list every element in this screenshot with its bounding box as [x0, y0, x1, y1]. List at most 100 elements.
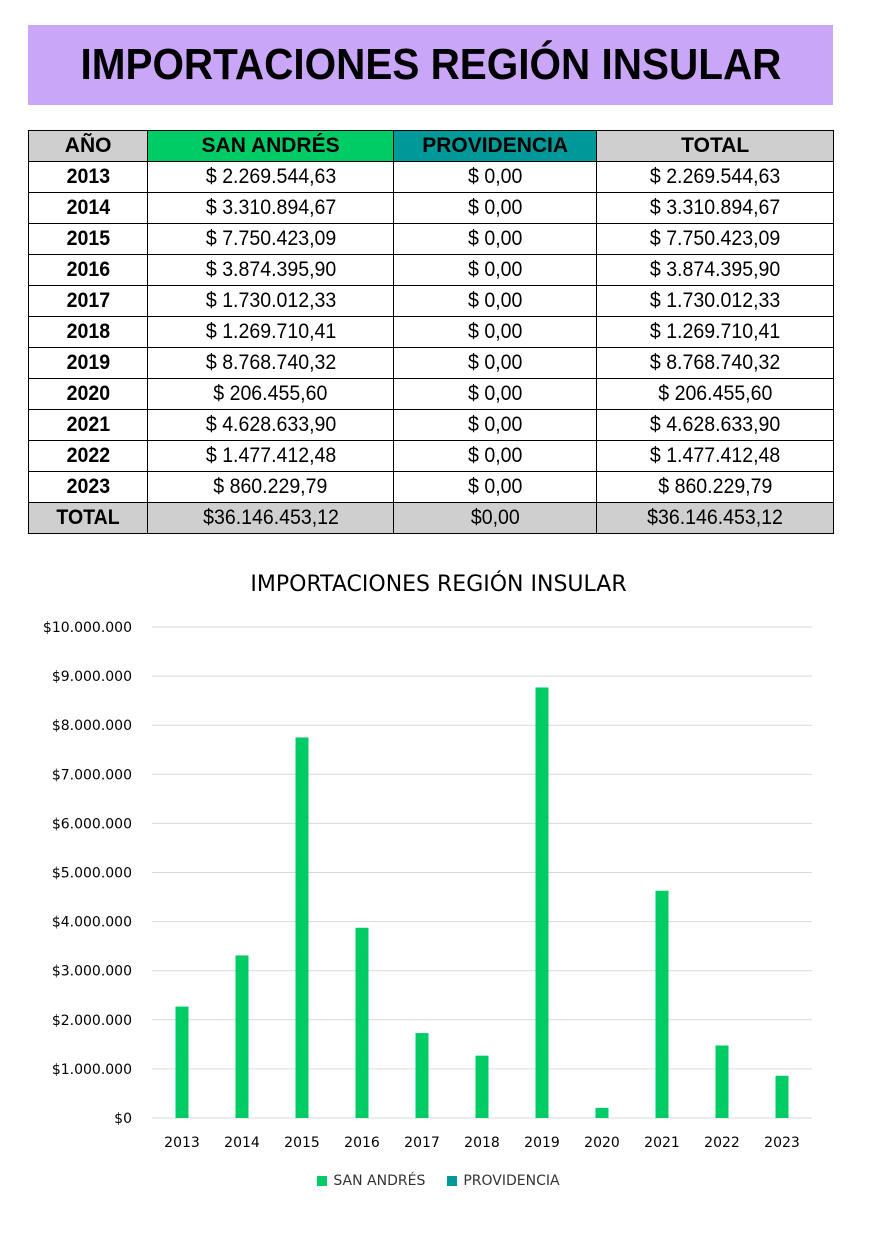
cell-providencia-td: $ 0,00 — [392, 347, 598, 379]
y-tick-label: $4.000.000 — [52, 915, 132, 931]
header-providencia: PROVIDENCIA — [392, 130, 598, 162]
cell-providencia: $ 0,00 — [467, 475, 523, 498]
cell-providencia: $ 0,00 — [467, 289, 523, 312]
cell-total-td: $ 7.750.423,09 — [596, 223, 834, 255]
y-tick-label: $9.000.000 — [52, 669, 132, 685]
cell-san-andres: $ 3.310.894,67 — [205, 196, 336, 219]
cell-providencia-td: $ 0,00 — [392, 285, 598, 317]
cell-year: 2019 — [66, 351, 110, 374]
cell-total-td: $ 860.229,79 — [596, 471, 834, 503]
y-tick-label: $1.000.000 — [52, 1062, 132, 1078]
cell-total-td: $ 4.628.633,90 — [596, 409, 834, 441]
cell-total: $ 206.455,60 — [658, 382, 773, 405]
cell-year-td: 2017 — [27, 285, 149, 317]
x-tick-label: 2015 — [284, 1135, 320, 1151]
cell-san-andres: $ 1.477.412,48 — [205, 444, 336, 467]
cell-san-andres-td: $ 4.628.633,90 — [147, 409, 394, 441]
cell-providencia-td: $ 0,00 — [392, 161, 598, 193]
cell-san-andres: $ 4.628.633,90 — [205, 413, 336, 436]
bar-san-andres-2023 — [775, 1075, 789, 1118]
bar-san-andres-2021 — [655, 890, 669, 1118]
x-tick-label: 2017 — [404, 1135, 440, 1151]
cell-total-td: $ 1.730.012,33 — [596, 285, 834, 317]
legend-item: SAN ANDRÉS — [317, 1173, 425, 1189]
cell-providencia-td: $ 0,00 — [392, 471, 598, 503]
cell-providencia: $ 0,00 — [467, 258, 523, 281]
cell-san-andres: $36.146.453,12 — [202, 506, 339, 529]
cell-san-andres-td: $ 8.768.740,32 — [147, 347, 394, 379]
cell-year: TOTAL — [56, 506, 120, 529]
imports-chart: IMPORTACIONES REGIÓN INSULAR $0 $1.000.00… — [0, 560, 877, 1210]
cell-san-andres: $ 2.269.544,63 — [205, 165, 336, 188]
x-tick-label: 2016 — [344, 1135, 380, 1151]
cell-total: $36.146.453,12 — [647, 506, 784, 529]
table-row: 2023 $ 860.229,79 $ 0,00 $ 860.229,79 — [27, 471, 834, 503]
y-tick-label: $10.000.000 — [43, 620, 132, 636]
cell-san-andres-td: $ 3.874.395,90 — [147, 254, 394, 286]
cell-year: 2023 — [66, 475, 110, 498]
cell-total-td: $ 3.874.395,90 — [596, 254, 834, 286]
cell-san-andres-td: $ 206.455,60 — [147, 378, 394, 410]
cell-san-andres: $ 8.768.740,32 — [205, 351, 336, 374]
table-row: 2018 $ 1.269.710,41 $ 0,00 $ 1.269.710,41 — [27, 316, 834, 348]
cell-total: $ 8.768.740,32 — [650, 351, 781, 374]
cell-year-td: 2021 — [27, 409, 149, 441]
cell-providencia-td: $ 0,00 — [392, 440, 598, 472]
banner-title: IMPORTACIONES REGIÓN INSULAR — [80, 40, 781, 89]
table-row: 2020 $ 206.455,60 $ 0,00 $ 206.455,60 — [27, 378, 834, 410]
cell-year: 2015 — [66, 227, 110, 250]
cell-providencia-td: $ 0,00 — [392, 316, 598, 348]
cell-san-andres-td: $ 7.750.423,09 — [147, 223, 394, 255]
cell-san-andres: $ 1.730.012,33 — [205, 289, 336, 312]
x-tick-label: 2022 — [704, 1135, 740, 1151]
bar-san-andres-2020 — [595, 1107, 609, 1118]
x-tick-label: 2019 — [524, 1135, 560, 1151]
table-row: 2021 $ 4.628.633,90 $ 0,00 $ 4.628.633,90 — [27, 409, 834, 441]
cell-providencia: $ 0,00 — [467, 351, 523, 374]
chart-legend: SAN ANDRÉS PROVIDENCIA — [0, 1173, 877, 1189]
cell-year-td: 2016 — [27, 254, 149, 286]
legend-label: SAN ANDRÉS — [333, 1173, 426, 1189]
cell-providencia: $0,00 — [470, 506, 520, 529]
y-tick-label: $8.000.000 — [52, 718, 132, 734]
table-row: 2017 $ 1.730.012,33 $ 0,00 $ 1.730.012,33 — [27, 285, 834, 317]
cell-providencia-td: $ 0,00 — [392, 192, 598, 224]
cell-year: 2013 — [66, 165, 110, 188]
cell-providencia-td: $0,00 — [392, 502, 598, 534]
cell-san-andres-td: $36.146.453,12 — [147, 502, 394, 534]
bar-san-andres-2014 — [235, 955, 249, 1118]
cell-providencia: $ 0,00 — [467, 165, 523, 188]
cell-year-td: TOTAL — [27, 502, 149, 534]
cell-providencia-td: $ 0,00 — [392, 254, 598, 286]
cell-san-andres-td: $ 1.477.412,48 — [147, 440, 394, 472]
header-year: AÑO — [27, 130, 149, 162]
cell-total-td: $ 2.269.544,63 — [596, 161, 834, 193]
bar-san-andres-2018 — [475, 1055, 489, 1118]
cell-total: $ 2.269.544,63 — [650, 165, 781, 188]
table-row: 2022 $ 1.477.412,48 $ 0,00 $ 1.477.412,48 — [27, 440, 834, 472]
cell-total: $ 860.229,79 — [658, 475, 773, 498]
cell-providencia: $ 0,00 — [467, 382, 523, 405]
cell-total: $ 1.477.412,48 — [650, 444, 781, 467]
cell-total-td: $ 1.477.412,48 — [596, 440, 834, 472]
table-row: 2013 $ 2.269.544,63 $ 0,00 $ 2.269.544,63 — [27, 161, 834, 193]
cell-year-td: 2023 — [27, 471, 149, 503]
y-tick-label: $2.000.000 — [52, 1013, 132, 1029]
cell-year-td: 2018 — [27, 316, 149, 348]
x-tick-label: 2020 — [584, 1135, 620, 1151]
cell-total: $ 1.730.012,33 — [650, 289, 781, 312]
cell-year: 2021 — [66, 413, 110, 436]
cell-san-andres: $ 7.750.423,09 — [205, 227, 336, 250]
cell-san-andres-td: $ 1.269.710,41 — [147, 316, 394, 348]
cell-providencia: $ 0,00 — [467, 227, 523, 250]
cell-year-td: 2014 — [27, 192, 149, 224]
cell-san-andres-td: $ 860.229,79 — [147, 471, 394, 503]
legend-swatch — [317, 1176, 328, 1186]
cell-total: $ 1.269.710,41 — [650, 320, 781, 343]
bar-san-andres-2022 — [715, 1045, 729, 1118]
cell-total: $ 7.750.423,09 — [650, 227, 781, 250]
cell-san-andres: $ 206.455,60 — [213, 382, 328, 405]
header-total: TOTAL — [596, 130, 834, 162]
bar-san-andres-2019 — [535, 687, 549, 1118]
cell-san-andres-td: $ 3.310.894,67 — [147, 192, 394, 224]
